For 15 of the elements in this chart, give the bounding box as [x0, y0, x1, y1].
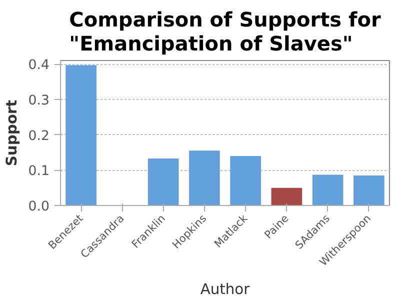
bar — [354, 175, 384, 206]
x-axis-title: Author — [200, 281, 251, 298]
bar — [66, 65, 96, 206]
bar — [230, 156, 261, 206]
bar — [189, 150, 220, 206]
bar — [312, 174, 344, 206]
y-tick-label: 0.4 — [28, 58, 50, 74]
y-tick-label: 0.3 — [28, 93, 50, 108]
y-tick-label: 0.2 — [28, 128, 50, 144]
chart-title: Comparison of Supports for "Emancipation of Slaves" — [69, 8, 381, 56]
bar — [148, 158, 179, 206]
y-tick-label: 0.0 — [28, 200, 50, 214]
y-tick-label: 0.1 — [28, 164, 50, 180]
bar — [271, 188, 302, 206]
y-axis-title: Support — [3, 100, 20, 166]
